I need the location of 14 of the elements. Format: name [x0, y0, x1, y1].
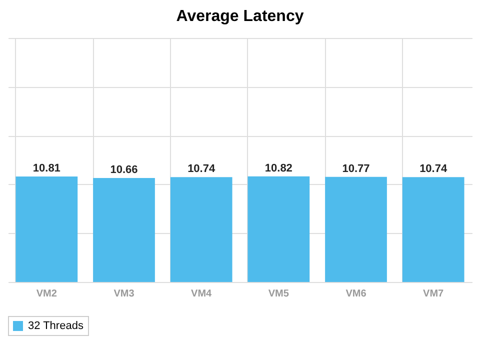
x-tick-label: VM4 — [191, 288, 212, 300]
x-tick-label: VM5 — [268, 288, 290, 300]
data-label: 10.66 — [110, 164, 138, 176]
data-label: 10.74 — [420, 163, 448, 176]
legend-label: 32 Threads — [28, 320, 84, 332]
data-label: 10.82 — [264, 162, 292, 174]
chart-title: Average Latency — [176, 8, 304, 25]
x-tick-label: VM2 — [36, 288, 58, 300]
x-tick-label: VM3 — [114, 288, 135, 300]
data-label: 10.74 — [188, 163, 216, 176]
data-label: 10.81 — [32, 162, 60, 174]
x-tick-label: VM6 — [346, 288, 367, 300]
data-label: 10.77 — [342, 162, 370, 175]
x-tick-label: VM7 — [423, 288, 444, 300]
